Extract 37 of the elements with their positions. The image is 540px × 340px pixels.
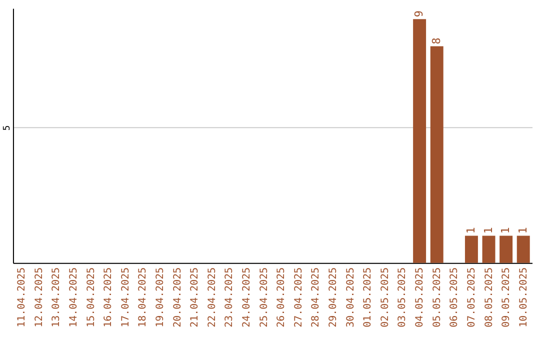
data-label: 1 <box>516 227 530 234</box>
x-tick-label: 01.05.2025 <box>362 267 374 328</box>
x-tick-label: 10.05.2025 <box>518 267 530 328</box>
x-tick-label: 20.04.2025 <box>172 267 184 328</box>
x-tick-label: 02.05.2025 <box>380 267 391 328</box>
x-tick-label: 13.04.2025 <box>51 267 62 328</box>
x-tick-label: 11.04.2025 <box>16 267 28 328</box>
x-tick-label: 05.05.2025 <box>432 267 443 328</box>
data-label: 9 <box>412 10 426 18</box>
x-tick-label: 07.05.2025 <box>466 267 478 328</box>
x-tick-label: 09.05.2025 <box>501 267 512 328</box>
x-tick-label: 24.04.2025 <box>242 267 253 328</box>
x-tick-label: 19.04.2025 <box>155 267 166 328</box>
x-tick-label: 25.04.2025 <box>258 267 270 328</box>
x-tick-label: 15.04.2025 <box>86 267 97 328</box>
data-label: 8 <box>430 38 443 44</box>
data-label: 1 <box>482 227 495 234</box>
x-tick-label: 03.05.2025 <box>397 267 408 328</box>
x-tick-label: 21.04.2025 <box>190 267 201 328</box>
x-tick-label: 16.04.2025 <box>103 267 114 328</box>
x-tick-label: 22.04.2025 <box>206 267 218 328</box>
data-label: 1 <box>499 227 512 234</box>
y-tick-label: 5 <box>2 125 12 131</box>
x-tick-label: 18.04.2025 <box>138 267 149 328</box>
x-tick-label: 08.05.2025 <box>484 267 495 328</box>
x-tick-label: 17.04.2025 <box>120 267 132 328</box>
x-tick-label: 26.04.2025 <box>276 267 288 328</box>
x-tick-label: 06.05.2025 <box>449 267 460 328</box>
x-tick-label: 12.04.2025 <box>34 267 45 328</box>
x-tick-label: 30.04.2025 <box>345 267 356 328</box>
x-tick-label: 28.04.2025 <box>310 267 322 328</box>
x-tick-label: 04.05.2025 <box>414 267 426 328</box>
data-label: 1 <box>464 227 478 234</box>
x-tick-label: 29.04.2025 <box>328 267 340 328</box>
x-tick-label: 23.04.2025 <box>224 267 236 328</box>
x-tick-label: 14.04.2025 <box>68 267 80 328</box>
x-tick-label: 27.04.2025 <box>293 267 304 328</box>
